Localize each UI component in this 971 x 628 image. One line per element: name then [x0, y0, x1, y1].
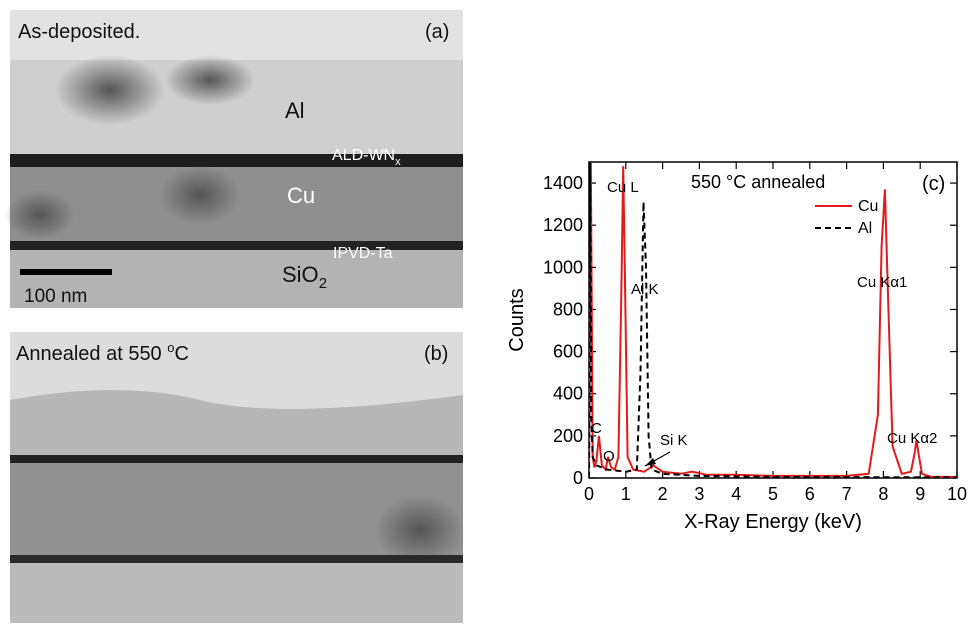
peak-label: Al K	[631, 281, 659, 298]
scale-label: 100 nm	[24, 286, 87, 307]
peak-label: C	[591, 420, 602, 437]
text: Annealed at 550	[16, 343, 167, 365]
x-tick-label: 0	[584, 484, 594, 504]
y-tick-label: 600	[553, 342, 583, 362]
x-tick-label: 9	[915, 484, 925, 504]
peak-label: Cu Kα2	[887, 430, 937, 447]
sio2-layer	[10, 563, 463, 623]
layer-label: Cu	[287, 183, 315, 208]
layer-label: Al	[285, 98, 305, 123]
x-tick-label: 6	[805, 484, 815, 504]
grain	[5, 190, 75, 240]
x-tick-label: 10	[947, 484, 967, 504]
panel-tag: (b)	[424, 343, 448, 365]
text: ALD-WN	[332, 147, 395, 164]
peak-label: Cu L	[607, 179, 639, 196]
figure: As-deposited. (a) Al ALD-WNx Cu IPVD-Ta …	[0, 0, 971, 623]
text: C	[174, 343, 188, 365]
peak-label: Cu Kα1	[857, 274, 907, 291]
panel-b: Annealed at 550 oC (b)	[10, 332, 465, 623]
grain	[55, 55, 165, 125]
ta-layer	[10, 241, 463, 250]
x-tick-label: 4	[731, 484, 741, 504]
legend-label: Cu	[858, 198, 878, 215]
scale-bar	[20, 269, 112, 275]
arrow-head	[645, 458, 656, 466]
caption: As-deposited.	[18, 21, 140, 43]
text: SiO	[282, 262, 319, 287]
y-tick-label: 400	[553, 384, 583, 404]
peak-label: Si K	[660, 432, 688, 449]
panel-tag: (c)	[922, 173, 945, 195]
ta-layer	[10, 555, 463, 563]
chart: 0 1 2 3 4 5 6 7 8 9 10 0 200 400 600 800 1000 1200 1400 X-R…	[506, 162, 967, 533]
y-tick-label: 1400	[543, 173, 583, 193]
grain	[160, 165, 240, 225]
subscript: x	[395, 156, 401, 168]
x-tick-label: 1	[621, 484, 631, 504]
wn-layer	[10, 455, 463, 463]
peak-label: O	[603, 448, 615, 465]
caption: Annealed at 550 oC	[16, 340, 189, 365]
chart-title: 550 °C annealed	[691, 172, 825, 192]
superscript: o	[167, 340, 174, 355]
y-tick-label: 1200	[543, 215, 583, 235]
x-tick-label: 5	[768, 484, 778, 504]
grain	[375, 495, 465, 565]
x-axis-title: X-Ray Energy (keV)	[684, 511, 862, 533]
y-tick-label: 200	[553, 426, 583, 446]
page: As-deposited. (a) Al ALD-WNx Cu IPVD-Ta …	[0, 0, 971, 628]
x-tick-label: 7	[842, 484, 852, 504]
x-tick-label: 2	[658, 484, 668, 504]
y-tick-label: 800	[553, 299, 583, 319]
layer-label: IPVD-Ta	[333, 245, 393, 262]
y-tick-label: 0	[573, 468, 583, 488]
x-tick-label: 3	[694, 484, 704, 504]
grain	[165, 55, 255, 105]
legend-label: Al	[858, 220, 872, 237]
panel-a: As-deposited. (a) Al ALD-WNx Cu IPVD-Ta …	[5, 10, 463, 308]
y-axis-title: Counts	[506, 288, 528, 351]
x-tick-label: 8	[878, 484, 888, 504]
panel-tag: (a)	[425, 21, 449, 43]
subscript: 2	[319, 275, 327, 292]
y-tick-label: 1000	[543, 257, 583, 277]
